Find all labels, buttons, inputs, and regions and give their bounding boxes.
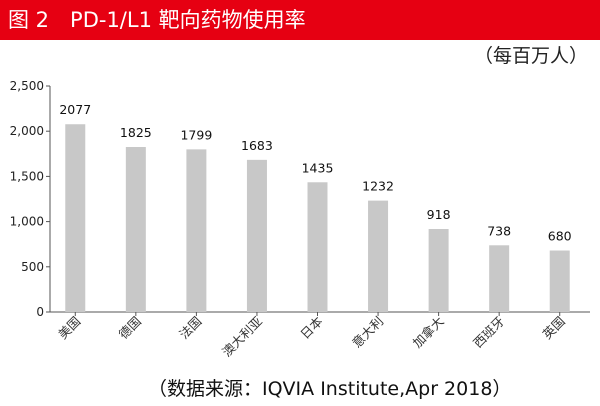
data-label: 1799 — [180, 127, 212, 142]
x-tick-label: 西班牙 — [470, 314, 507, 351]
data-label: 1683 — [241, 138, 273, 153]
data-label: 738 — [487, 223, 511, 238]
source-note: （数据来源：IQVIA Institute,Apr 2018） — [148, 378, 512, 400]
bar — [65, 124, 86, 312]
x-tick-label: 法国 — [176, 314, 204, 342]
bar — [307, 182, 328, 312]
x-tick-label: 加拿大 — [410, 314, 447, 351]
x-tick-label: 英国 — [540, 314, 568, 342]
bar — [428, 229, 449, 312]
chart-header: 图 2 PD-1/L1 靶向药物使用率 — [0, 0, 600, 40]
data-label: 680 — [548, 229, 572, 244]
y-tick-label: 1,500 — [10, 169, 44, 183]
y-tick-label: 2,500 — [10, 79, 44, 93]
bar — [549, 250, 570, 312]
y-tick-label: 2,000 — [10, 124, 44, 138]
chart-title: 图 2 PD-1/L1 靶向药物使用率 — [8, 8, 306, 32]
x-tick-label: 意大利 — [349, 314, 386, 351]
bar — [368, 200, 389, 312]
x-tick-label: 德国 — [116, 314, 144, 342]
y-tick-label: 1,000 — [10, 215, 44, 229]
bar — [186, 149, 207, 312]
data-label: 1232 — [362, 179, 394, 194]
x-tick-label: 日本 — [297, 313, 326, 342]
chart-axes: 0 500 1,000 1,500 2,000 2,500 — [10, 79, 590, 319]
unit-label: （每百万人） — [473, 45, 588, 67]
x-tick-label: 美国 — [55, 314, 83, 342]
bar — [489, 245, 510, 312]
chart-bars — [65, 124, 570, 312]
data-label: 1435 — [302, 160, 334, 175]
data-label: 918 — [427, 207, 451, 222]
bar — [246, 159, 267, 312]
data-label: 2077 — [59, 102, 91, 117]
y-tick-label: 500 — [21, 260, 44, 274]
x-tick-label: 澳大利亚 — [219, 314, 265, 360]
bar — [125, 147, 146, 312]
y-tick-label: 0 — [36, 305, 44, 319]
data-label: 1825 — [120, 125, 152, 140]
